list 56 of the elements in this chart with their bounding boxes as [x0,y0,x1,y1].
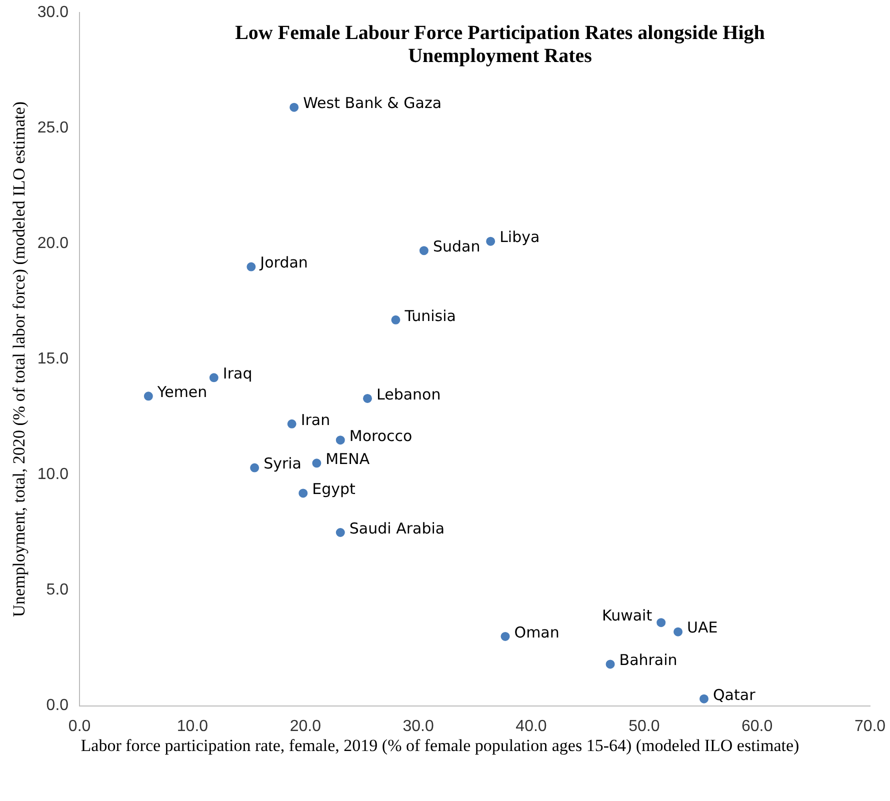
series-label: Morocco [349,426,412,445]
y-tick-label: 5.0 [46,582,69,599]
series-label: Lebanon [376,385,441,404]
series-label: Iran [300,410,330,429]
series-label: UAE [687,618,718,637]
x-axis-title: Labor force participation rate, female, 2019 (% of female population ages 15-64) (modeled ILO estimate) [80,736,800,756]
series-label: Yemen [156,383,208,402]
x-tick-label: 10.0 [176,718,208,735]
x-tick-label: 60.0 [742,718,773,735]
text: Low Female Labour Force Participation Rates alongside High Unemployment Rates [234,22,766,68]
point [486,236,496,246]
series-label: Libya [500,228,540,246]
series-label: Jordan [259,254,308,272]
y-tick-label: 15.0 [37,350,69,368]
point [700,694,709,704]
point [336,528,345,537]
series-label: Bahrain [619,651,678,670]
series-label: Iraq [222,364,252,383]
y-tick-label: 20.0 [37,235,69,252]
x-tick-label: 50.0 [628,718,660,735]
y-tick-label: 0.0 [46,697,69,714]
x-tick-label: 20.0 [290,718,322,735]
series-label: Syria [264,454,302,473]
series-label: Egypt [312,480,356,498]
point [209,373,218,382]
point [674,627,683,636]
series-label: MENA [326,450,370,468]
series-label: Saudi Arabia [349,519,445,538]
series-label: Kuwait [602,606,652,625]
point [250,463,260,472]
x-tick-label: 40.0 [516,718,547,735]
y-tick-label: 30.0 [37,4,69,22]
y-tick-label: 10.0 [37,466,69,484]
point [391,315,400,324]
point [500,632,510,641]
point [287,419,296,428]
y-tick-label: 25.0 [37,120,69,137]
point [144,392,153,401]
x-tick-label: 30.0 [402,718,434,735]
point [419,246,428,256]
point [362,394,372,403]
series-label: Oman [514,623,560,642]
series-label: Qatar [713,686,756,704]
point [246,262,256,272]
point [312,458,322,468]
point [336,436,345,445]
series-label: Tunisia [404,306,456,325]
x-tick-label: 0.0 [68,718,91,735]
y-axis-title: Unemployment, total, 2020 (% of total labor force) (modeled ILO estimate) [10,101,29,617]
point [606,660,615,669]
series-label: West Bank & Gaza [303,94,442,112]
point [298,488,308,498]
series-label: Sudan [432,237,480,256]
point [290,102,299,112]
x-tick-label: 70.0 [854,718,886,735]
point [656,618,666,628]
